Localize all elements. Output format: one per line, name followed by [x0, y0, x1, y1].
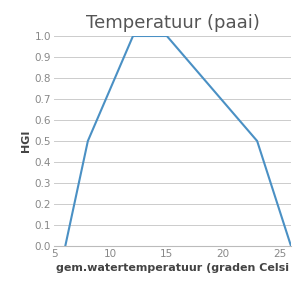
Title: Temperatuur (paai): Temperatuur (paai) — [85, 14, 260, 32]
X-axis label: gem.watertemperatuur (graden Celsi: gem.watertemperatuur (graden Celsi — [56, 263, 289, 273]
Y-axis label: HGI: HGI — [21, 130, 31, 152]
